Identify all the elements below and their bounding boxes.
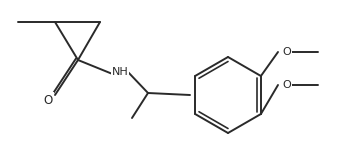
Text: O: O [282, 80, 291, 90]
Text: NH: NH [112, 67, 128, 77]
Text: O: O [43, 93, 53, 106]
Text: O: O [282, 47, 291, 57]
